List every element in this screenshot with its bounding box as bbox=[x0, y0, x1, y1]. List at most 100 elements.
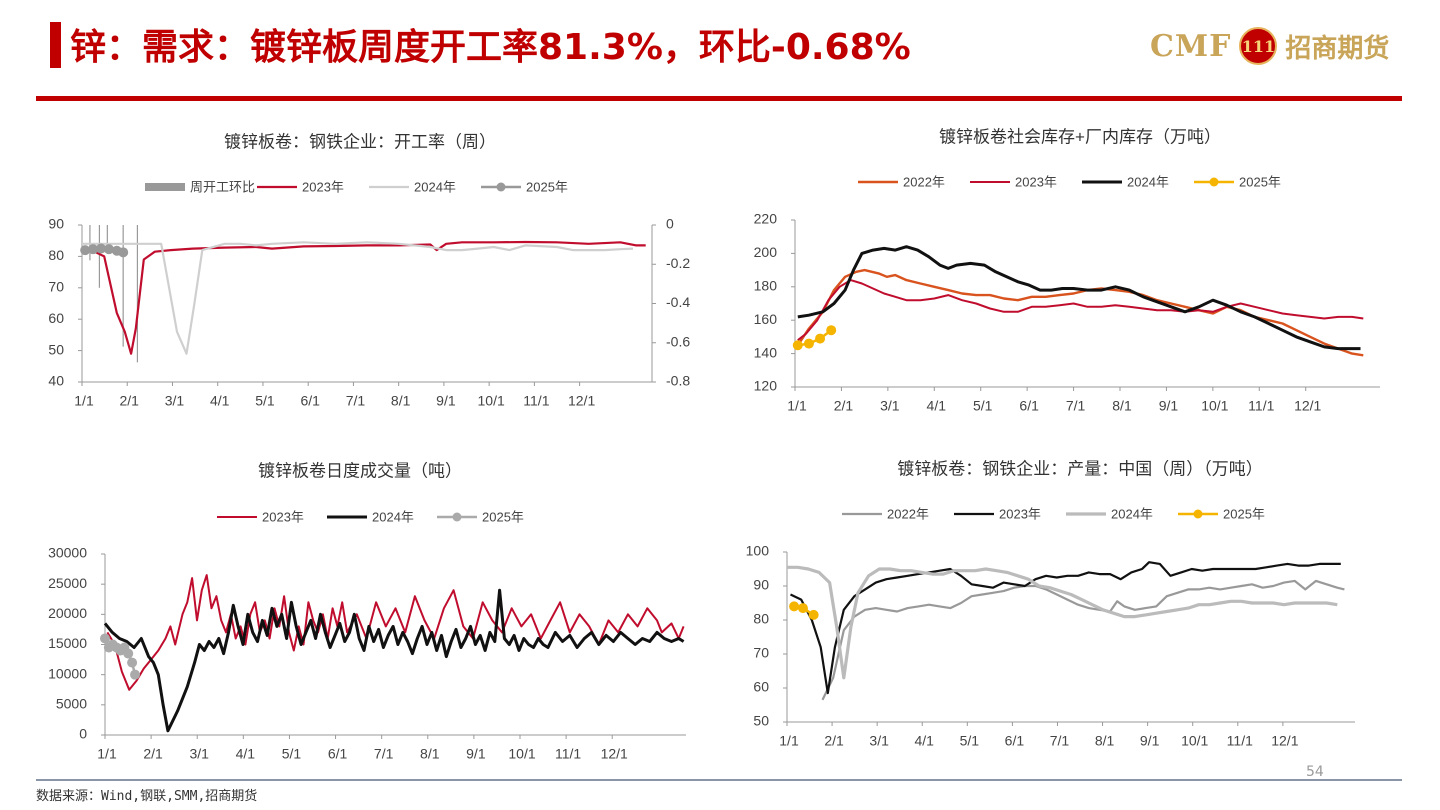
y2-tick-label: -0.6 bbox=[666, 333, 690, 349]
chart-title: 镀锌板卷：钢铁企业：开工率（周） bbox=[224, 132, 496, 151]
series-point-2025年 bbox=[797, 603, 808, 614]
series-point-2025年 bbox=[789, 601, 800, 612]
chart-galv-op-rate: 镀锌板卷：钢铁企业：开工率（周） 周开工环比 2023年 2024年 2025年 40 50… bbox=[48, 132, 690, 409]
x-tick-label: 5/1 bbox=[973, 398, 993, 414]
y-tick-label: 50 bbox=[48, 341, 64, 357]
x-tick-label: 2/1 bbox=[120, 393, 140, 409]
series-point-2025年 bbox=[826, 325, 837, 336]
chart-galv-daily-volume: 镀锌板卷日度成交量（吨） 2023年 2024年 2025年 0 5000 10000 150… bbox=[48, 461, 686, 762]
x-tick-label: 4/1 bbox=[210, 393, 230, 409]
legend-label: 2024年 bbox=[372, 509, 414, 524]
y-tick-label: 5000 bbox=[56, 696, 87, 712]
x-tick-label: 9/1 bbox=[1140, 733, 1160, 749]
data-source-note: 数据来源：Wind,钢联,SMM,招商期货 bbox=[36, 789, 258, 804]
x-tick-label: 8/1 bbox=[391, 393, 411, 409]
legend-label: 2023年 bbox=[1015, 174, 1057, 189]
x-tick-label: 11/1 bbox=[1227, 733, 1253, 749]
legend-swatch bbox=[145, 183, 185, 191]
x-tick-label: 2/1 bbox=[824, 733, 844, 749]
logo-company-name: 招商期货 bbox=[1285, 33, 1390, 64]
series-line-2024年 bbox=[103, 588, 685, 733]
chart-galv-inventory: 镀锌板卷社会库存+厂内库存（万吨） 2022年 2023年 2024年 2025年 120… bbox=[754, 127, 1380, 414]
x-tick-label: 3/1 bbox=[869, 733, 889, 749]
legend-label: 2025年 bbox=[526, 179, 568, 194]
y-tick-label: 60 bbox=[753, 679, 769, 695]
legend-entry: 2025年 bbox=[437, 509, 524, 524]
footer-divider bbox=[36, 779, 1402, 781]
x-tick-label: 8/1 bbox=[1112, 398, 1132, 414]
legend-entry: 2024年 bbox=[327, 509, 414, 524]
x-tick-label: 7/1 bbox=[374, 746, 394, 762]
legend-entry: 2024年 bbox=[1066, 506, 1153, 521]
y-tick-label: 70 bbox=[753, 645, 769, 661]
y2-tick-label: -0.8 bbox=[666, 373, 690, 389]
y-tick-label: 15000 bbox=[48, 635, 87, 651]
series-point-2025年 bbox=[130, 669, 141, 680]
series-point-2025年 bbox=[80, 245, 91, 256]
x-tick-label: 6/1 bbox=[300, 393, 320, 409]
series-point-2025年 bbox=[123, 648, 134, 659]
y-tick-label: 40 bbox=[48, 373, 64, 389]
x-tick-label: 1/1 bbox=[97, 746, 117, 762]
x-tick-label: 11/1 bbox=[1248, 398, 1274, 414]
y-tick-label: 200 bbox=[754, 244, 778, 260]
legend-entry: 2025年 bbox=[1178, 506, 1265, 521]
x-tick-label: 9/1 bbox=[436, 393, 456, 409]
legend-entry: 2022年 bbox=[858, 174, 945, 189]
series-line-2023年 bbox=[797, 279, 1364, 341]
y-tick-label: 60 bbox=[48, 310, 64, 326]
legend-label: 2022年 bbox=[903, 174, 945, 189]
legend-label: 2024年 bbox=[1127, 174, 1169, 189]
x-tick-label: 6/1 bbox=[1019, 398, 1039, 414]
x-tick-label: 10/1 bbox=[478, 393, 505, 409]
legend-entry: 2023年 bbox=[257, 179, 344, 194]
series-point-2025年 bbox=[808, 609, 819, 620]
series-point-2025年 bbox=[88, 244, 99, 255]
series-line-2022年 bbox=[796, 268, 1364, 357]
x-tick-label: 9/1 bbox=[466, 746, 486, 762]
y-tick-label: 10000 bbox=[48, 665, 87, 681]
series-line-2025年 bbox=[797, 329, 832, 347]
legend-label: 2023年 bbox=[999, 506, 1041, 521]
legend-marker bbox=[1193, 509, 1203, 519]
x-tick-label: 12/1 bbox=[1294, 398, 1321, 414]
series-line-2023年 bbox=[790, 561, 1341, 695]
legend-marker bbox=[496, 182, 506, 192]
chart-title: 镀锌板卷社会库存+厂内库存（万吨） bbox=[939, 127, 1221, 146]
legend-label: 2024年 bbox=[414, 179, 456, 194]
y2-tick-label: -0.2 bbox=[666, 255, 690, 271]
x-tick-label: 5/1 bbox=[255, 393, 275, 409]
legend-entry: 2023年 bbox=[970, 174, 1057, 189]
x-tick-label: 3/1 bbox=[189, 746, 209, 762]
series-point-2025年 bbox=[103, 244, 114, 255]
legend-entry: 2024年 bbox=[1082, 174, 1169, 189]
x-tick-label: 12/1 bbox=[601, 746, 628, 762]
y-tick-label: 140 bbox=[754, 344, 778, 360]
legend-entry: 2022年 bbox=[842, 506, 929, 521]
x-tick-label: 10/1 bbox=[508, 746, 535, 762]
y-tick-label: 180 bbox=[754, 278, 778, 294]
x-tick-label: 8/1 bbox=[420, 746, 440, 762]
x-tick-label: 12/1 bbox=[568, 393, 595, 409]
series-point-2025年 bbox=[100, 633, 110, 644]
x-tick-label: 1/1 bbox=[779, 733, 799, 749]
y-tick-label: 100 bbox=[746, 543, 770, 559]
y-tick-label: 70 bbox=[48, 279, 64, 295]
series-line-2024年 bbox=[787, 565, 1338, 680]
series-point-2025年 bbox=[803, 338, 814, 349]
legend-entry: 周开工环比 bbox=[145, 179, 255, 194]
legend-entry: 2025年 bbox=[1194, 174, 1281, 189]
series-line-2023年 bbox=[106, 574, 685, 691]
legend-label: 2022年 bbox=[887, 506, 929, 521]
company-logo: CMF 111 招商期货 bbox=[1150, 26, 1389, 66]
series-point-2025年 bbox=[127, 657, 138, 668]
x-tick-label: 7/1 bbox=[1066, 398, 1086, 414]
x-tick-label: 4/1 bbox=[236, 746, 256, 762]
series-line-2022年 bbox=[821, 579, 1345, 701]
series-line-2024年 bbox=[82, 241, 634, 355]
series-line-2023年 bbox=[81, 240, 646, 355]
chart-galv-output: 镀锌板卷：钢铁企业：产量：中国（周）（万吨） 2022年 2023年 2024年 202… bbox=[746, 459, 1355, 749]
logo-cmf-text: CMF bbox=[1150, 28, 1232, 64]
x-tick-label: 12/1 bbox=[1271, 733, 1298, 749]
legend-entry: 2025年 bbox=[481, 179, 568, 194]
